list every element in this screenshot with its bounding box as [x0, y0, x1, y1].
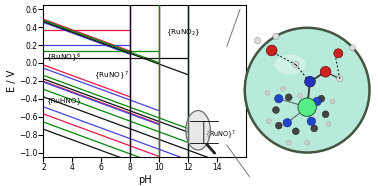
Circle shape — [266, 45, 277, 56]
Circle shape — [322, 111, 329, 118]
Circle shape — [320, 66, 331, 77]
Circle shape — [286, 140, 291, 145]
Text: {RuNO$_2$}: {RuNO$_2$} — [166, 28, 201, 38]
Circle shape — [265, 91, 270, 95]
Circle shape — [330, 99, 335, 104]
Circle shape — [305, 76, 315, 87]
Circle shape — [280, 86, 285, 91]
Circle shape — [274, 94, 283, 103]
Circle shape — [305, 140, 310, 145]
Circle shape — [313, 97, 321, 106]
Circle shape — [275, 122, 282, 129]
Circle shape — [273, 33, 279, 39]
Circle shape — [254, 37, 260, 44]
Circle shape — [297, 93, 302, 98]
Circle shape — [273, 107, 279, 113]
Text: {RuNO}$^6$: {RuNO}$^6$ — [46, 51, 81, 64]
X-axis label: pH: pH — [138, 175, 152, 185]
Circle shape — [334, 49, 343, 58]
Circle shape — [245, 28, 369, 153]
Circle shape — [350, 45, 355, 50]
Text: {RuNO}$^7$: {RuNO}$^7$ — [205, 128, 237, 141]
Text: {RuHNO}: {RuHNO} — [46, 97, 82, 104]
Polygon shape — [186, 110, 210, 150]
Circle shape — [292, 128, 299, 135]
Circle shape — [336, 76, 343, 82]
Circle shape — [245, 28, 369, 153]
Circle shape — [266, 119, 271, 124]
Circle shape — [298, 98, 316, 116]
Circle shape — [326, 122, 331, 127]
Circle shape — [311, 125, 318, 132]
Circle shape — [307, 117, 316, 126]
Y-axis label: E / V: E / V — [7, 70, 17, 92]
Ellipse shape — [274, 55, 306, 75]
Circle shape — [318, 95, 325, 102]
Text: {RuNO}$^7$: {RuNO}$^7$ — [94, 69, 129, 82]
Circle shape — [293, 62, 299, 68]
Circle shape — [283, 118, 291, 127]
Circle shape — [285, 94, 292, 101]
